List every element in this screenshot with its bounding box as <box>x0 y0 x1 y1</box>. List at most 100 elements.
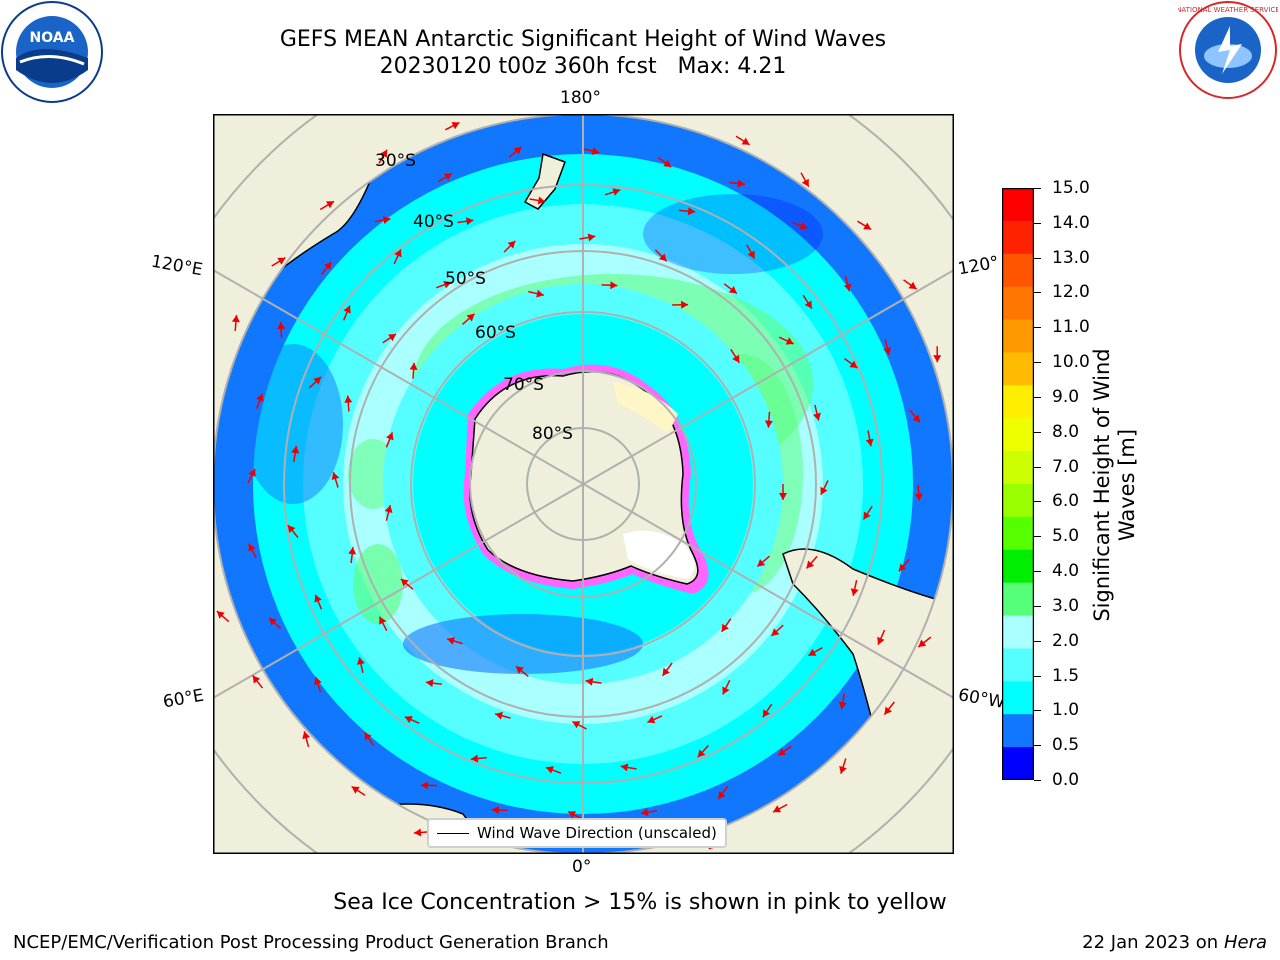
legend-line-swatch <box>437 832 469 834</box>
lon-label-0: 0° <box>572 857 592 877</box>
nws-logo-text: NATIONAL WEATHER SERVICE <box>1178 6 1278 14</box>
wind-wave-arrowhead <box>863 222 872 230</box>
wind-wave-arrowhead <box>771 628 780 636</box>
wind-wave-arrowhead <box>610 281 618 290</box>
wind-wave-arrowhead <box>620 763 629 772</box>
new-zealand-landmass <box>523 152 566 210</box>
wind-wave-arrowhead <box>722 686 730 695</box>
wind-wave-arrowhead <box>447 637 455 645</box>
wind-wave-arrowhead <box>641 808 649 817</box>
wind-wave-arrowhead <box>737 179 745 188</box>
plot-title: GEFS MEAN Antarctic Significant Height o… <box>0 26 1166 80</box>
wind-wave-arrowhead <box>409 362 418 370</box>
wind-wave-arrowhead <box>898 563 907 572</box>
wind-wave-arrowhead <box>313 376 322 385</box>
wind-wave-arrowhead <box>470 754 479 763</box>
wind-wave-arrowhead <box>721 623 729 632</box>
noaa-logo-text: NOAA <box>30 30 75 46</box>
wind-wave-arrowhead <box>732 354 740 363</box>
wind-wave-arrowhead <box>587 233 596 242</box>
wind-wave-arrowhead <box>747 250 755 259</box>
wind-wave-arrowhead <box>252 675 261 684</box>
colorbar-tick-mark <box>1034 501 1041 503</box>
colorbar-tick-mark <box>1034 292 1041 294</box>
wind-wave-arrowhead <box>443 280 452 289</box>
wind-wave-arrowhead <box>384 505 393 513</box>
noaa-logo: NOAA <box>0 0 104 104</box>
wind-wave-arrowhead <box>728 286 737 294</box>
colorbar-tick-mark <box>1034 780 1041 781</box>
colorbar-swatch <box>1002 615 1034 649</box>
colorbar-tick-mark <box>1034 536 1041 538</box>
colorbar-tick-mark <box>1034 745 1041 747</box>
wind-wave-arrows <box>216 121 942 850</box>
wind-wave-arrowhead <box>779 493 787 500</box>
footer-credit: NCEP/EMC/Verification Post Processing Pr… <box>13 932 609 953</box>
colorbar-tick-label: 0.0 <box>1052 770 1080 790</box>
wind-wave-arrowhead <box>386 432 394 441</box>
wind-wave-arrowhead <box>804 300 812 309</box>
wind-wave-arrowhead <box>778 748 787 756</box>
lat-label-80s: 80°S <box>532 424 573 444</box>
wind-wave-arrowhead <box>404 716 413 724</box>
colorbar-tick-label: 4.0 <box>1052 561 1080 582</box>
colorbar-tick-mark <box>1034 396 1041 398</box>
colorbar-tick-mark <box>1034 675 1041 677</box>
colorbar-tick-label: 13.0 <box>1052 247 1090 268</box>
colorbar-swatch <box>1002 484 1034 518</box>
map-legend: Wind Wave Direction (unscaled) <box>427 818 727 848</box>
wind-wave-arrowhead <box>513 147 522 155</box>
wind-wave-arrowhead <box>414 828 422 837</box>
wind-wave-arrowhead <box>536 289 544 298</box>
wind-wave-arrowhead <box>343 305 351 314</box>
title-line-2: 20230120 t00z 360h fcst Max: 4.21 <box>379 54 787 79</box>
wind-wave-arrowhead <box>663 159 672 168</box>
wind-wave-arrowhead <box>277 321 286 330</box>
wind-wave-arrowhead <box>357 657 365 665</box>
wind-wave-arrowhead <box>838 701 847 710</box>
colorbar-tick-label: 1.5 <box>1052 665 1080 686</box>
polar-map: 30°S 40°S 50°S 60°S 70°S 80°S Wind Wave … <box>213 114 954 854</box>
footer-host: Hera <box>1223 932 1267 953</box>
wind-wave-arrowhead <box>507 240 516 249</box>
colorbar-swatch <box>1002 516 1034 551</box>
colorbar-tick-label: 2.0 <box>1052 630 1080 651</box>
wind-wave-arrowhead <box>466 217 474 226</box>
colorbar-tick-label: 9.0 <box>1052 386 1080 407</box>
colorbar-tick-mark <box>1034 466 1041 468</box>
colorbar-tick-label: 8.0 <box>1052 421 1080 442</box>
wind-wave-arrowhead <box>545 766 554 774</box>
wind-wave-arrowhead <box>762 709 771 718</box>
colorbar-swatch <box>1002 352 1034 386</box>
colorbar-tick-mark <box>1034 571 1041 573</box>
colorbar-swatch <box>1002 582 1034 617</box>
lon-label-60w: 60°W <box>956 685 1007 713</box>
wind-wave-arrowhead <box>863 511 871 520</box>
wind-wave-arrowhead <box>248 468 256 477</box>
wind-wave-arrowhead <box>764 420 773 428</box>
wind-wave-arrowhead <box>865 438 874 447</box>
colorbar-swatch <box>1002 286 1034 321</box>
lon-label-180: 180° <box>560 88 601 108</box>
lat-label-30s: 30°S <box>375 151 416 171</box>
wind-wave-arrowhead <box>287 525 296 533</box>
wind-wave-arrowhead <box>379 616 387 625</box>
wind-wave-arrowhead <box>647 715 656 724</box>
wind-wave-arrowhead <box>400 578 409 587</box>
wind-wave-arrowhead <box>466 313 475 322</box>
wind-wave-arrowhead <box>912 414 921 423</box>
title-line-1: GEFS MEAN Antarctic Significant Height o… <box>279 27 887 52</box>
wind-wave-arrowhead <box>687 207 696 216</box>
wind-wave-arrowhead <box>612 188 621 196</box>
colorbar-tick-label: 12.0 <box>1052 282 1090 303</box>
lat-label-70s: 70°S <box>503 375 544 395</box>
wind-wave-arrowhead <box>314 594 322 603</box>
colorbar-swatch <box>1002 220 1034 255</box>
colorbar-tick-label: 15.0 <box>1052 178 1090 198</box>
colorbar-tick-label: 6.0 <box>1052 491 1080 512</box>
colorbar-swatch <box>1002 385 1034 419</box>
wind-wave-arrowhead <box>351 786 360 794</box>
wind-wave-arrowhead <box>256 393 264 402</box>
caption: Sea Ice Concentration > 15% is shown in … <box>333 890 947 915</box>
colorbar-tick-label: 11.0 <box>1052 317 1090 338</box>
